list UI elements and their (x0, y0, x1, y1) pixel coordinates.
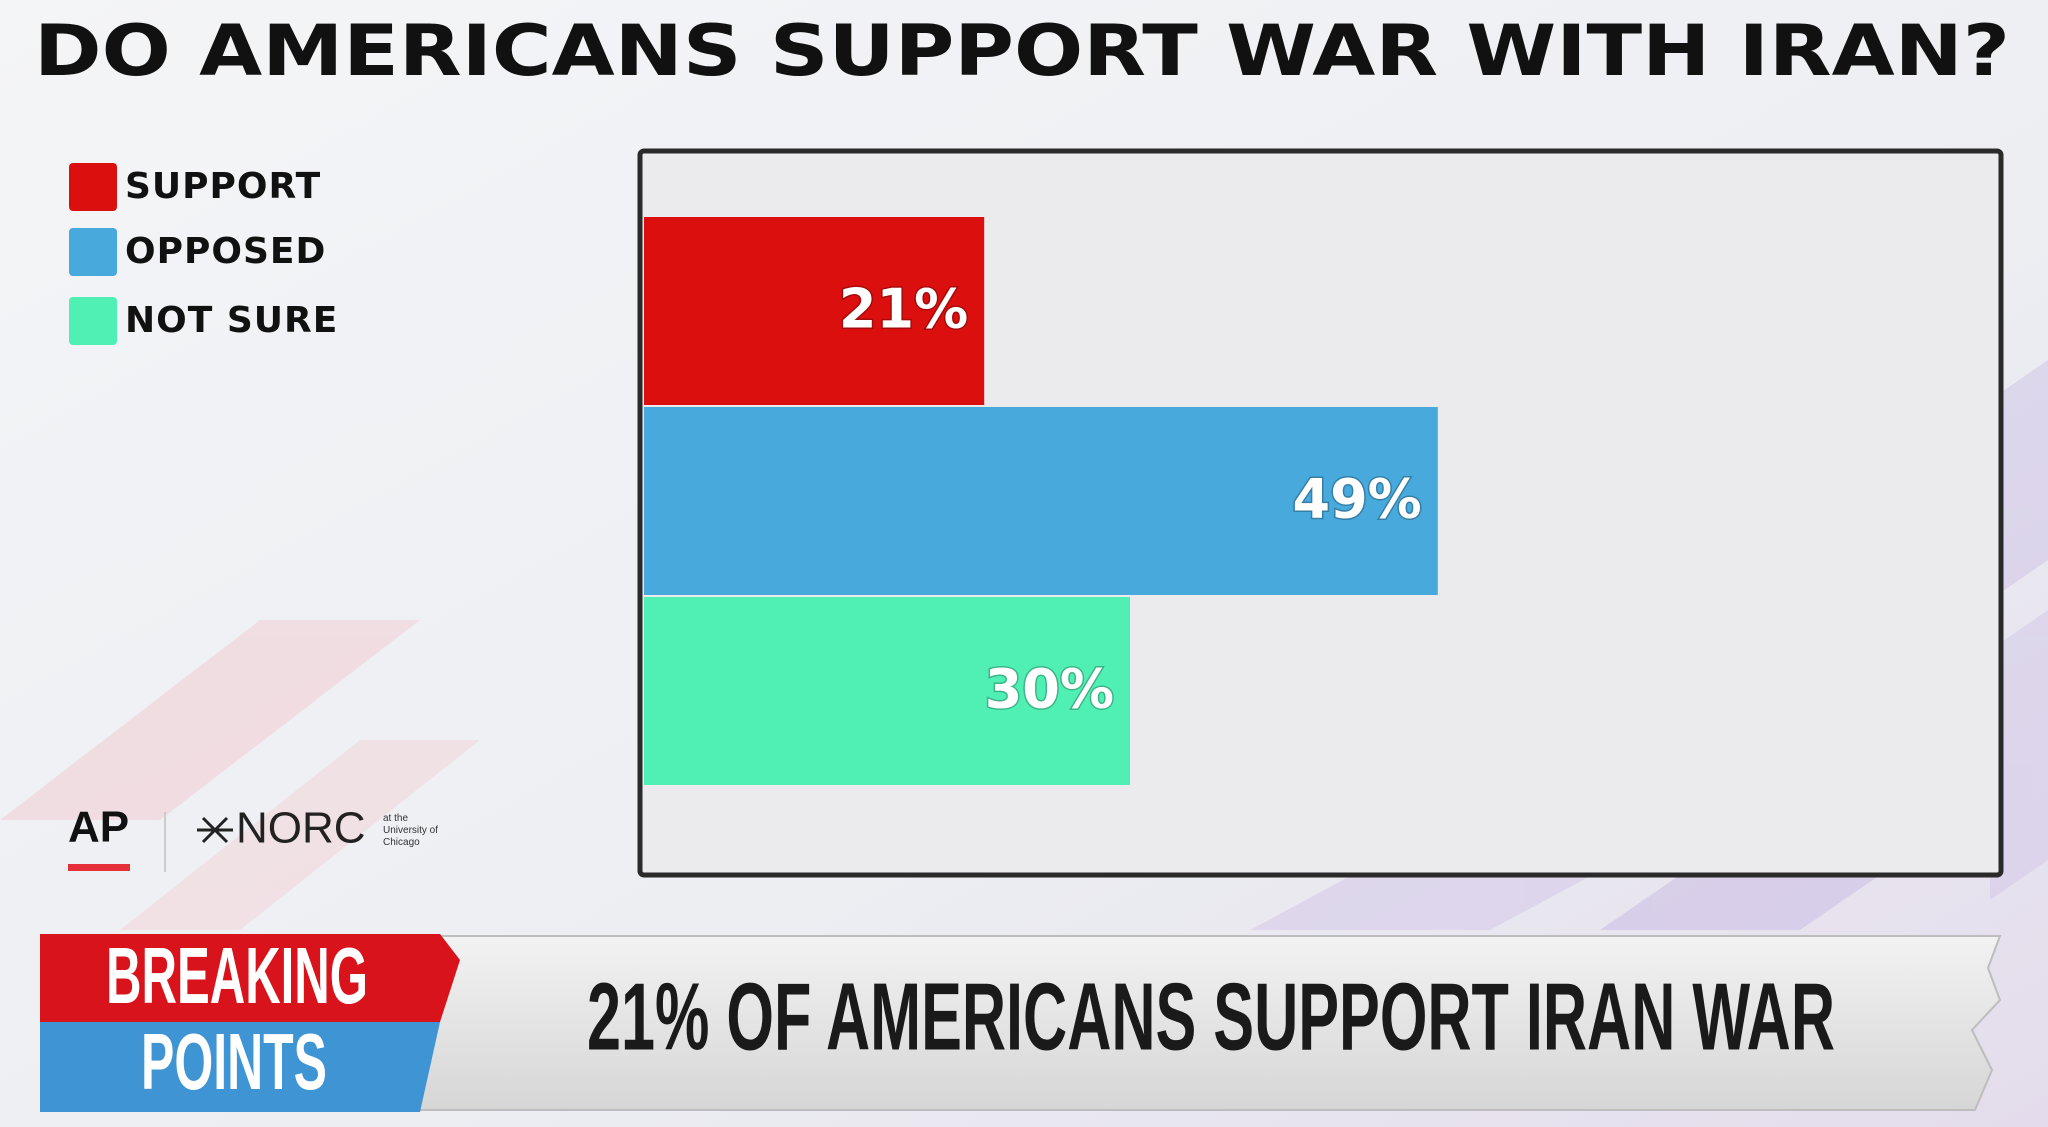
value-label: 30% (985, 658, 1114, 721)
value-label: 21% (839, 278, 968, 341)
headline-band (419, 935, 2002, 1111)
bar (644, 217, 985, 405)
value-label: 49% (1293, 468, 1422, 531)
norc-affiliation: University of (383, 825, 438, 836)
legend: SUPPORT OPPOSED NOT SURE (69, 163, 338, 345)
plot-area: 21% 49% 30% (644, 217, 1438, 785)
legend-label: SUPPORT (125, 166, 321, 207)
banner-blue (40, 1022, 440, 1112)
show-name-bottom: POINTS (141, 1017, 327, 1106)
banner-red (40, 934, 460, 1022)
legend-label: NOT SURE (125, 300, 338, 341)
bar (644, 597, 1130, 785)
logo-norc-star (197, 816, 233, 844)
source-logos: AP NORC at the University of Chicago (68, 803, 438, 872)
chart-title: DO AMERICANS SUPPORT WAR WITH IRAN? (34, 10, 2010, 92)
headline: 21% OF AMERICANS SUPPORT IRAN WAR (587, 963, 1835, 1070)
legend-swatch (69, 228, 117, 276)
logo-ap: AP (68, 803, 129, 852)
legend-label: OPPOSED (125, 231, 326, 272)
legend-swatch (69, 297, 117, 345)
logo-ap-underline (68, 864, 130, 871)
lower-third-banner: BREAKING POINTS 21% OF AMERICANS SUPPORT… (40, 931, 2002, 1112)
legend-swatch (69, 163, 117, 211)
show-name-top: BREAKING (106, 931, 368, 1020)
norc-affiliation: Chicago (383, 837, 420, 848)
bar (644, 407, 1438, 595)
logo-norc: NORC (236, 804, 366, 853)
norc-affiliation: at the (383, 813, 408, 824)
